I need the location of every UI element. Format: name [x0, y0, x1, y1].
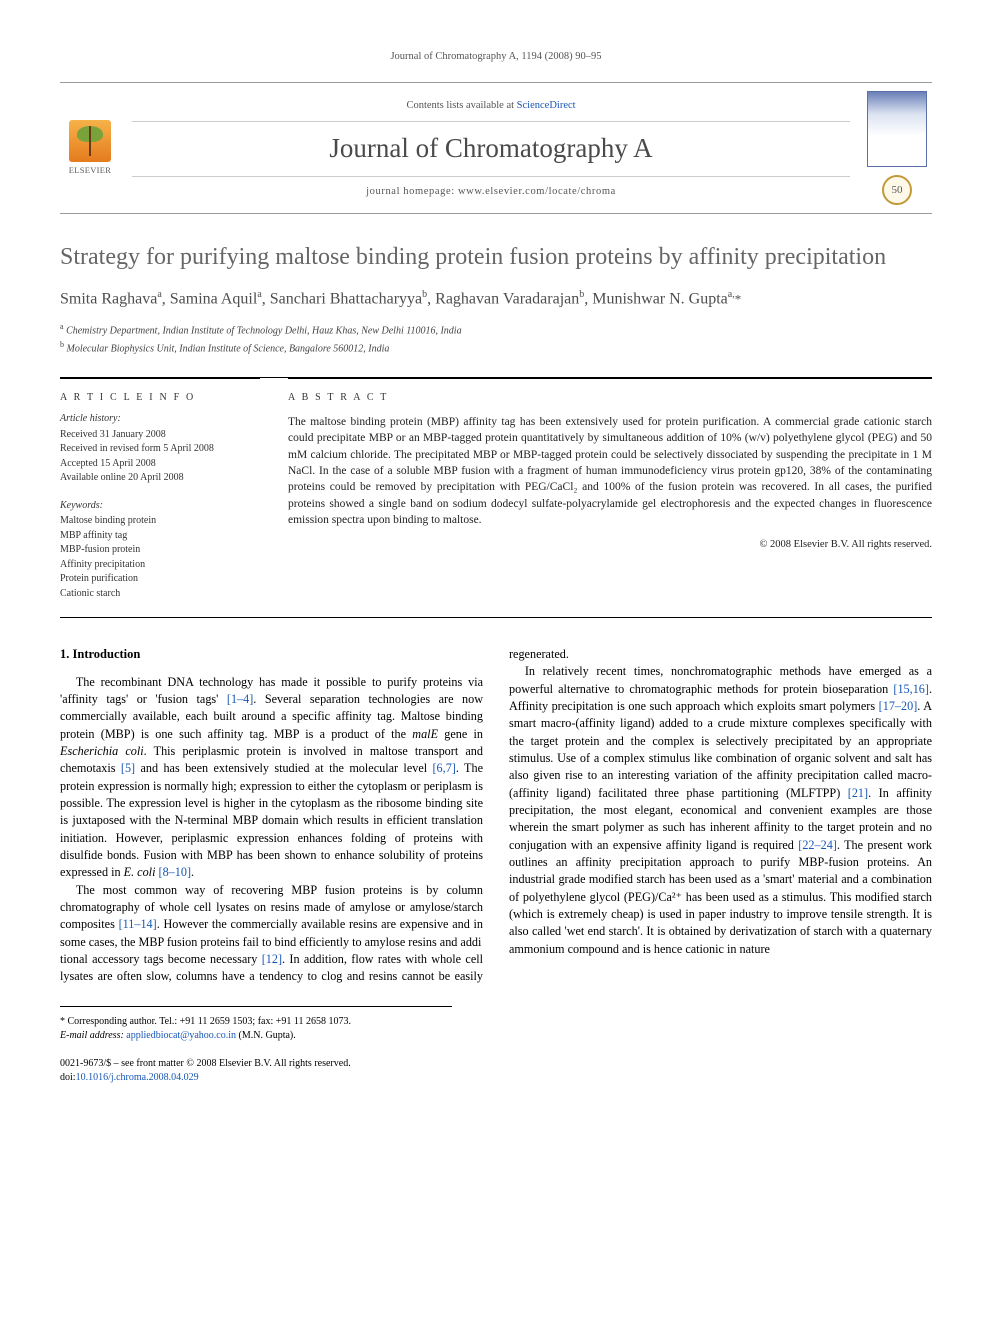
keyword-item: MBP affinity tag: [60, 529, 260, 543]
article-info-block: A R T I C L E I N F O Article history: R…: [60, 392, 260, 602]
history-item: Accepted 15 April 2008: [60, 457, 260, 471]
contents-line: Contents lists available at ScienceDirec…: [132, 99, 850, 122]
author-list: Smita Raghavaa, Samina Aquila, Sanchari …: [60, 288, 932, 311]
history-item: Received 31 January 2008: [60, 428, 260, 442]
abstract-copyright: © 2008 Elsevier B.V. All rights reserved…: [288, 538, 932, 552]
abstract-block: A B S T R A C T The maltose binding prot…: [288, 392, 932, 602]
anniversary-badge-icon: 50: [882, 175, 912, 205]
body-paragraph: The recombinant DNA technology has made …: [60, 674, 483, 882]
corr-contact: * Corresponding author. Tel.: +91 11 265…: [60, 1015, 452, 1029]
affiliations: a Chemistry Department, Indian Institute…: [60, 321, 932, 357]
keyword-item: Maltose binding protein: [60, 514, 260, 528]
homepage-prefix: journal homepage:: [366, 186, 458, 197]
contents-prefix: Contents lists available at: [406, 100, 516, 111]
publisher-name: ELSEVIER: [69, 165, 112, 176]
body-paragraph: The most common way of recovering MBP fu…: [60, 882, 483, 951]
email-suffix: (M.N. Gupta).: [236, 1030, 296, 1041]
body-columns: 1. Introduction The recombinant DNA tech…: [60, 646, 932, 986]
affiliation-line: a Chemistry Department, Indian Institute…: [60, 321, 932, 339]
affiliation-line: b Molecular Biophysics Unit, Indian Inst…: [60, 339, 932, 357]
publisher-logo: ELSEVIER: [60, 115, 120, 181]
section-heading-introduction: 1. Introduction: [60, 646, 483, 664]
sciencedirect-link[interactable]: ScienceDirect: [517, 100, 576, 111]
issn-doi-block: 0021-9673/$ – see front matter © 2008 El…: [60, 1057, 932, 1085]
doi-link[interactable]: 10.1016/j.chroma.2008.04.029: [76, 1072, 199, 1083]
article-title: Strategy for purifying maltose binding p…: [60, 242, 932, 272]
elsevier-tree-icon: [69, 120, 111, 162]
journal-homepage: journal homepage: www.elsevier.com/locat…: [132, 176, 850, 199]
email-label: E-mail address:: [60, 1030, 126, 1041]
masthead: ELSEVIER Contents lists available at Sci…: [60, 82, 932, 214]
keyword-item: Affinity precipitation: [60, 558, 260, 572]
keyword-item: Protein purification: [60, 572, 260, 586]
history-item: Received in revised form 5 April 2008: [60, 442, 260, 456]
journal-title: Journal of Chromatography A: [132, 130, 850, 166]
issn-line: 0021-9673/$ – see front matter © 2008 El…: [60, 1057, 932, 1071]
doi-line: doi:10.1016/j.chroma.2008.04.029: [60, 1071, 932, 1085]
corr-email-line: E-mail address: appliedbiocat@yahoo.co.i…: [60, 1029, 452, 1043]
cover-thumbnail: 50: [862, 91, 932, 205]
abstract-heading: A B S T R A C T: [288, 378, 932, 405]
keywords-label: Keywords:: [60, 499, 260, 513]
keyword-item: Cationic starch: [60, 587, 260, 601]
history-label: Article history:: [60, 412, 260, 426]
page-root: Journal of Chromatography A, 1194 (2008)…: [0, 0, 992, 1125]
journal-cover-icon: [867, 91, 927, 167]
article-meta-row: A R T I C L E I N F O Article history: R…: [60, 377, 932, 619]
body-paragraph: In relatively recent times, nonchromatog…: [509, 663, 932, 958]
article-info-heading: A R T I C L E I N F O: [60, 378, 260, 405]
corr-email-link[interactable]: appliedbiocat@yahoo.co.in: [126, 1030, 236, 1041]
keyword-item: MBP-fusion protein: [60, 543, 260, 557]
masthead-center: Contents lists available at ScienceDirec…: [132, 97, 850, 200]
running-head: Journal of Chromatography A, 1194 (2008)…: [60, 50, 932, 64]
corresponding-author-footnote: * Corresponding author. Tel.: +91 11 265…: [60, 1006, 452, 1043]
doi-prefix: doi:: [60, 1072, 76, 1083]
abstract-text: The maltose binding protein (MBP) affini…: [288, 414, 932, 528]
history-item: Available online 20 April 2008: [60, 471, 260, 485]
homepage-url: www.elsevier.com/locate/chroma: [458, 186, 616, 197]
